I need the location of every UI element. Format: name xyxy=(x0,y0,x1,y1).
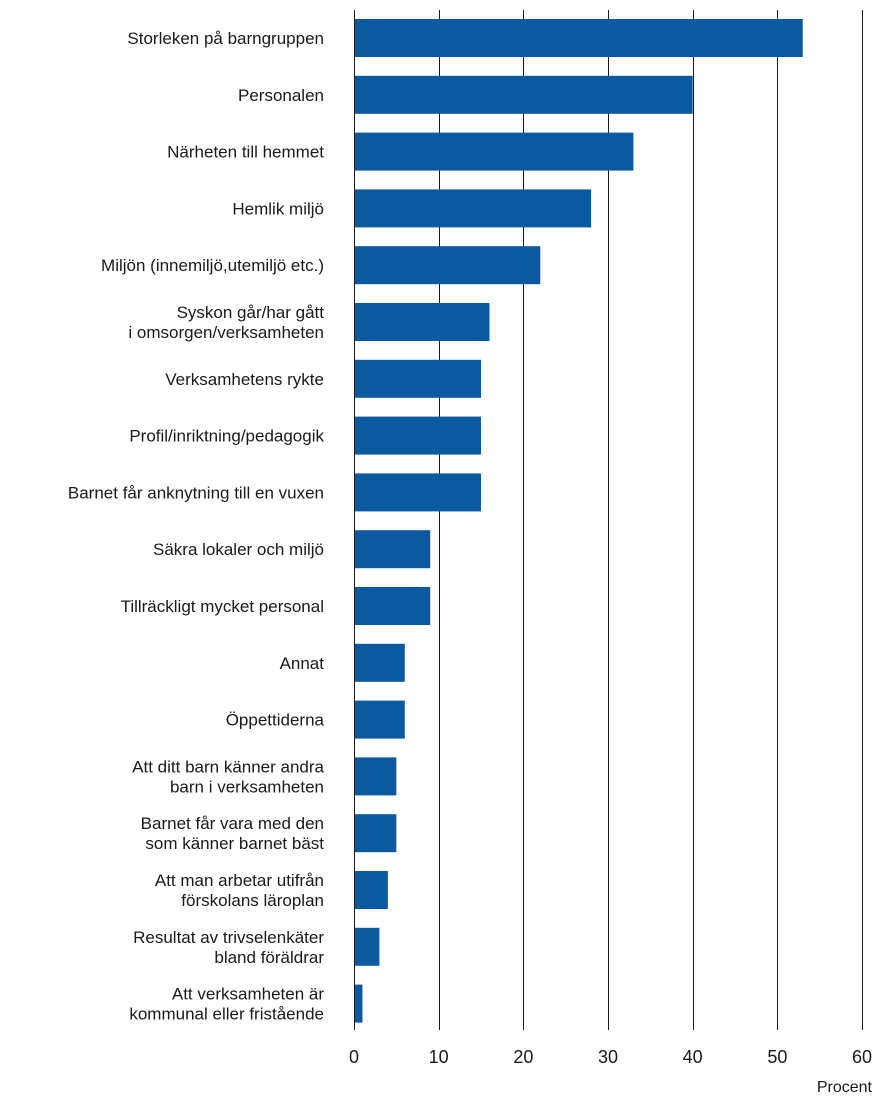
category-label-10: Säkra lokaler och miljö xyxy=(153,540,324,559)
category-label-5: Miljön (innemiljö,utemiljö etc.) xyxy=(101,256,324,275)
bar-9 xyxy=(355,473,481,512)
category-label-line: Att verksamheten är xyxy=(172,985,324,1004)
category-label-11: Tillräckligt mycket personal xyxy=(121,597,324,616)
category-label-line: Öppettiderna xyxy=(226,711,325,730)
category-label-13: Öppettiderna xyxy=(226,711,325,730)
x-axis-tick-labels: 0 10 20 30 40 50 60 xyxy=(349,1047,872,1067)
bar-6 xyxy=(355,303,490,341)
category-label-line: Storleken på barngruppen xyxy=(127,29,324,48)
category-label-line: Miljön (innemiljö,utemiljö etc.) xyxy=(101,256,324,275)
bar-11 xyxy=(355,587,431,625)
category-label-line: Att ditt barn känner andra xyxy=(132,757,324,776)
category-label-line: Barnet får vara med den xyxy=(141,814,324,833)
category-label-line: som känner barnet bäst xyxy=(145,834,324,853)
bar-12 xyxy=(355,643,405,682)
category-label-15: Barnet får vara med den som känner barnet… xyxy=(141,814,325,853)
bar-14 xyxy=(355,757,397,796)
x-tick-label-0: 0 xyxy=(349,1047,359,1067)
category-label-line: barn i verksamheten xyxy=(170,777,324,796)
category-labels: Storleken på barngruppen Personalen Närhet… xyxy=(68,29,325,1024)
category-label-12: Annat xyxy=(280,654,325,673)
category-label-line: kommunal eller fristående xyxy=(129,1005,324,1024)
bar-4 xyxy=(355,189,592,228)
category-label-line: Hemlik miljö xyxy=(232,199,324,218)
bar-8 xyxy=(355,416,481,455)
x-tick-label-10: 10 xyxy=(429,1047,449,1067)
x-tick-label-20: 20 xyxy=(513,1047,533,1067)
bar-3 xyxy=(355,132,634,171)
bar-10 xyxy=(355,530,431,569)
category-label-line: Resultat av trivselenkäter xyxy=(133,928,324,947)
x-tick-label-60: 60 xyxy=(852,1047,872,1067)
category-label-4: Hemlik miljö xyxy=(232,199,324,218)
category-label-line: Annat xyxy=(280,654,325,673)
category-label-line: Säkra lokaler och miljö xyxy=(153,540,324,559)
x-axis-title: Procent xyxy=(817,1079,873,1096)
bar-13 xyxy=(355,700,405,739)
category-label-16: Att man arbetar utifrån förskolans läropl… xyxy=(155,871,324,910)
category-label-7: Verksamhetens rykte xyxy=(165,370,324,389)
bar-16 xyxy=(355,871,388,909)
x-tick-label-50: 50 xyxy=(767,1047,787,1067)
category-label-14: Att ditt barn känner andra barn i verksam… xyxy=(132,757,324,796)
category-label-8: Profil/inriktning/pedagogik xyxy=(129,427,324,446)
bars xyxy=(355,19,803,1023)
category-label-6: Syskon går/har gått i omsorgen/verksamhet… xyxy=(128,303,324,342)
grid-lines xyxy=(439,10,863,1030)
bar-15 xyxy=(355,814,397,853)
bar-18 xyxy=(355,984,363,1023)
category-label-line: Syskon går/har gått xyxy=(177,303,325,322)
bar-5 xyxy=(355,246,541,285)
category-label-9: Barnet får anknytning till en vuxen xyxy=(68,483,324,502)
category-label-line: i omsorgen/verksamheten xyxy=(128,323,324,342)
bar-2 xyxy=(355,75,693,114)
bar-1 xyxy=(355,19,803,57)
category-label-line: Att man arbetar utifrån xyxy=(155,871,324,890)
category-label-line: Verksamhetens rykte xyxy=(165,370,324,389)
category-label-2: Personalen xyxy=(238,86,324,105)
category-label-line: förskolans läroplan xyxy=(181,891,324,910)
bar-17 xyxy=(355,927,380,966)
category-label-3: Närheten till hemmet xyxy=(167,143,324,162)
category-label-17: Resultat av trivselenkäter bland föräldra… xyxy=(133,928,324,967)
category-label-line: Tillräckligt mycket personal xyxy=(121,597,324,616)
x-tick-label-30: 30 xyxy=(598,1047,618,1067)
category-label-18: Att verksamheten är kommunal eller fristå… xyxy=(129,985,324,1024)
category-label-line: Personalen xyxy=(238,86,324,105)
category-label-line: Barnet får anknytning till en vuxen xyxy=(68,483,324,502)
category-label-1: Storleken på barngruppen xyxy=(127,29,324,48)
category-label-line: Närheten till hemmet xyxy=(167,143,324,162)
category-label-line: Profil/inriktning/pedagogik xyxy=(129,427,324,446)
category-label-line: bland föräldrar xyxy=(214,948,324,967)
bar-7 xyxy=(355,359,481,398)
x-tick-label-40: 40 xyxy=(683,1047,703,1067)
